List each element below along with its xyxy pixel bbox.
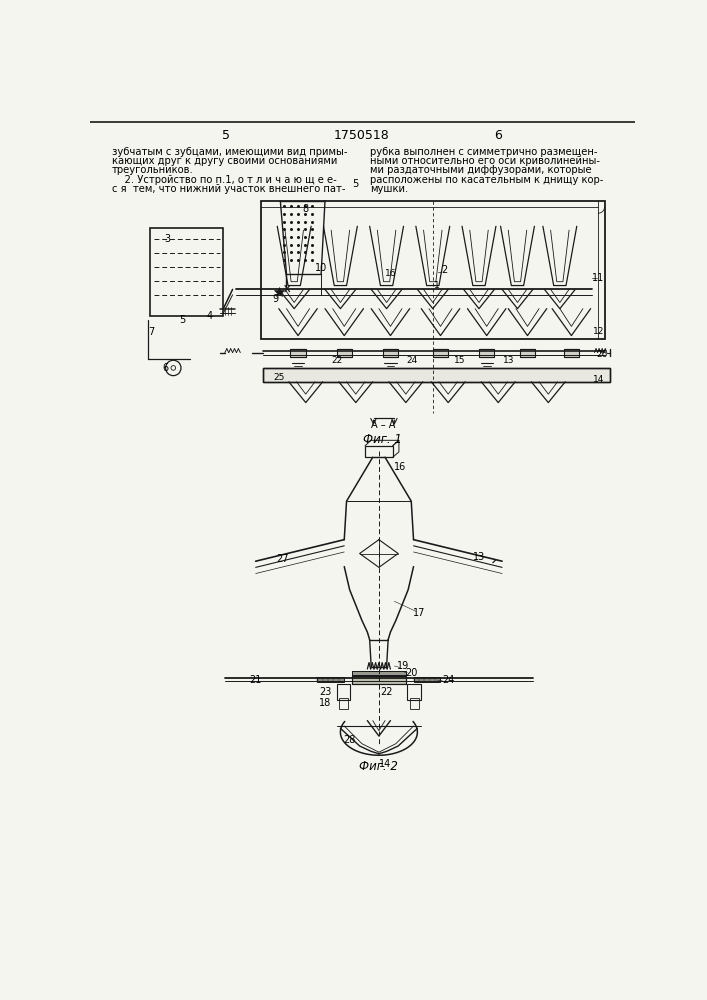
Bar [407, 684, 421, 700]
Bar [317, 677, 344, 682]
Text: 22: 22 [331, 356, 342, 365]
Text: 13: 13 [473, 552, 485, 562]
Text: ми раздаточными диффузорами, которые: ми раздаточными диффузорами, которые [370, 165, 591, 175]
Bar [337, 349, 352, 357]
Bar [409, 698, 419, 709]
Text: 23: 23 [319, 687, 331, 697]
Text: 19: 19 [397, 661, 409, 671]
Text: 5: 5 [223, 129, 230, 142]
Text: 10: 10 [315, 263, 327, 273]
Text: 7: 7 [148, 327, 155, 337]
Bar [337, 684, 351, 700]
Text: расположены по касательным к днищу кор-: расположены по касательным к днищу кор- [370, 175, 603, 185]
Bar [479, 349, 494, 357]
Bar [382, 349, 398, 357]
Bar [352, 671, 406, 675]
Text: 15: 15 [454, 356, 465, 365]
Bar [433, 349, 448, 357]
Text: 12: 12 [592, 327, 604, 336]
Text: 1750518: 1750518 [334, 129, 390, 142]
Text: кающих друг к другу своими основаниями: кающих друг к другу своими основаниями [112, 156, 337, 166]
Text: 5: 5 [353, 179, 359, 189]
Text: 5: 5 [180, 315, 186, 325]
Text: 14: 14 [592, 375, 604, 384]
Bar [339, 698, 348, 709]
Text: 18: 18 [319, 698, 331, 708]
Text: ными относительно его оси криволинейны-: ными относительно его оси криволинейны- [370, 156, 600, 166]
Bar [264, 368, 610, 382]
Text: зубчатым с зубцами, имеющими вид примы-: зубчатым с зубцами, имеющими вид примы- [112, 147, 347, 157]
Bar [520, 349, 535, 357]
Bar [563, 349, 579, 357]
Text: 11: 11 [592, 273, 604, 283]
Text: 16: 16 [395, 462, 407, 472]
Bar [365, 446, 393, 457]
Bar [291, 349, 305, 357]
Text: 20: 20 [405, 668, 417, 678]
Bar [264, 368, 610, 382]
Text: 2. Устройство по п.1, о т л и ч а ю щ е е-: 2. Устройство по п.1, о т л и ч а ю щ е … [112, 175, 337, 185]
Text: 9: 9 [272, 294, 278, 304]
Text: 4: 4 [206, 311, 213, 321]
Text: 6: 6 [163, 363, 169, 373]
Text: А – А: А – А [371, 420, 396, 430]
Bar [261, 201, 604, 339]
Text: 2: 2 [441, 265, 448, 275]
Text: 24: 24 [407, 356, 418, 365]
Text: 25: 25 [273, 373, 284, 382]
Text: мушки.: мушки. [370, 184, 408, 194]
Text: 21: 21 [250, 675, 262, 685]
Text: 6: 6 [494, 129, 502, 142]
Text: рубка выполнен с симметрично размещен-: рубка выполнен с симметрично размещен- [370, 147, 597, 157]
Bar [414, 677, 440, 682]
Text: 13: 13 [503, 356, 514, 365]
Text: 16: 16 [385, 269, 396, 278]
Text: 17: 17 [413, 608, 425, 618]
Text: 1: 1 [434, 281, 440, 290]
Text: 22: 22 [380, 687, 393, 697]
Bar [150, 228, 223, 316]
Text: 14: 14 [379, 759, 391, 769]
Text: 26: 26 [597, 350, 608, 359]
Text: 8: 8 [303, 204, 309, 214]
Bar [352, 676, 406, 684]
Text: треугольников.: треугольников. [112, 165, 194, 175]
Text: 3: 3 [164, 234, 170, 244]
Text: Фиг. 2: Фиг. 2 [359, 760, 398, 773]
Text: Фиг. 1: Фиг. 1 [363, 433, 402, 446]
Text: 28: 28 [344, 735, 356, 745]
Text: с я  тем, что нижний участок внешнего пат-: с я тем, что нижний участок внешнего пат… [112, 184, 345, 194]
Bar [352, 671, 406, 675]
Text: 24: 24 [442, 675, 455, 685]
Bar [352, 676, 406, 684]
Text: 27: 27 [276, 554, 289, 564]
